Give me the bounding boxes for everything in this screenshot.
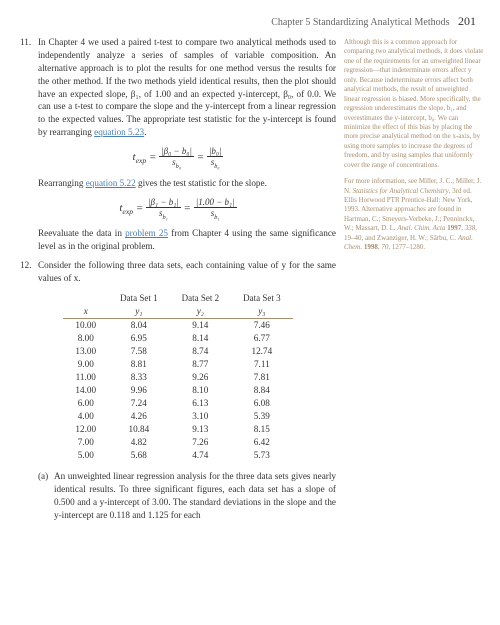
table-cell: 6.42 <box>231 436 293 449</box>
table-col-header: x <box>63 305 108 319</box>
formula-1: texp = |β₀ − b₀| sb₀ = |b₀| sb₀ <box>20 146 336 170</box>
problem-number: 12. <box>20 259 38 285</box>
table-cell: 8.84 <box>231 384 293 397</box>
table-row: 12.0010.849.138.15 <box>63 423 292 436</box>
table-body: 10.008.049.147.468.006.958.146.7713.007.… <box>63 318 292 462</box>
sub-label: (a) <box>38 470 54 522</box>
table-row: 10.008.049.147.46 <box>63 318 292 332</box>
table-cell: 9.14 <box>170 318 232 332</box>
formula-var: texp <box>133 151 147 163</box>
table-cell: 4.26 <box>108 410 170 423</box>
table-cell: 8.33 <box>108 371 170 384</box>
table-row: 8.006.958.146.77 <box>63 332 292 345</box>
table-row: 6.007.246.136.08 <box>63 397 292 410</box>
table-row: 13.007.588.7412.74 <box>63 345 292 358</box>
table-row: 14.009.968.108.84 <box>63 384 292 397</box>
problem-text-end: . <box>144 127 146 137</box>
table-row: 11.008.339.267.81 <box>63 371 292 384</box>
problem-body: Consider the following three data sets, … <box>38 259 336 285</box>
table-cell: 8.10 <box>170 384 232 397</box>
fraction: |β₀ − b₀| sb₀ <box>159 146 194 170</box>
table-cell: 7.58 <box>108 345 170 358</box>
table-cell: 9.96 <box>108 384 170 397</box>
table-col-header: y₃ <box>231 305 293 319</box>
table-cell: 5.39 <box>231 410 293 423</box>
sidebar-column: Although this is a common approach for c… <box>344 38 484 260</box>
table-set-header-row: Data Set 1Data Set 2Data Set 3 <box>63 292 292 305</box>
page-number: 201 <box>458 14 476 28</box>
table-row: 9.008.818.777.11 <box>63 358 292 371</box>
table-cell: 9.00 <box>63 358 108 371</box>
main-column: 11. In Chapter 4 we used a paired t-test… <box>20 36 336 521</box>
problem-text: In Chapter 4 we used a paired t-test to … <box>38 37 336 137</box>
table-cell: 6.13 <box>170 397 232 410</box>
table-cell: 6.95 <box>108 332 170 345</box>
table-cell: 11.00 <box>63 371 108 384</box>
chapter-title: Chapter 5 Standardizing Analytical Metho… <box>271 17 449 28</box>
table-cell: 8.15 <box>231 423 293 436</box>
table-cell: 5.73 <box>231 449 293 462</box>
page-header: Chapter 5 Standardizing Analytical Metho… <box>0 0 500 29</box>
problem-12: 12. Consider the following three data se… <box>20 259 336 285</box>
problem-body: In Chapter 4 we used a paired t-test to … <box>38 36 336 139</box>
table-cell: 7.11 <box>231 358 293 371</box>
table-cell: 13.00 <box>63 345 108 358</box>
data-table: Data Set 1Data Set 2Data Set 3 xy₁y₂y₃ 1… <box>63 292 292 462</box>
table-cell: 8.81 <box>108 358 170 371</box>
table-cell: 6.00 <box>63 397 108 410</box>
table-cell: 3.10 <box>170 410 232 423</box>
table-col-header: y₁ <box>108 305 170 319</box>
table-cell: 10.00 <box>63 318 108 332</box>
problem-11: 11. In Chapter 4 we used a paired t-test… <box>20 36 336 139</box>
table-cell: 7.81 <box>231 371 293 384</box>
table-cell: 7.46 <box>231 318 293 332</box>
fraction: |β₁ − b₁| sb₁ <box>146 197 181 221</box>
between-text-2: Reevaluate the data in problem 25 from C… <box>38 227 336 253</box>
table-cell: 5.00 <box>63 449 108 462</box>
table-cell: 10.84 <box>108 423 170 436</box>
table-cell: 12.74 <box>231 345 293 358</box>
sidebar-para-2: For more information, see Miller, J. C.;… <box>344 177 484 253</box>
table-row: 7.004.827.266.42 <box>63 436 292 449</box>
table-cell: 12.00 <box>63 423 108 436</box>
table-col-header-row: xy₁y₂y₃ <box>63 305 292 319</box>
problem-number: 11. <box>20 36 38 139</box>
table-set-header: Data Set 1 <box>108 292 170 305</box>
table-cell: 5.68 <box>108 449 170 462</box>
equation-link[interactable]: equation 5.23 <box>94 127 144 137</box>
table-row: 4.004.263.105.39 <box>63 410 292 423</box>
table-cell: 7.24 <box>108 397 170 410</box>
table-cell: 6.77 <box>231 332 293 345</box>
equation-link[interactable]: equation 5.22 <box>86 178 136 188</box>
table-col-header: y₂ <box>170 305 232 319</box>
table-cell: 8.00 <box>63 332 108 345</box>
table-cell: 6.08 <box>231 397 293 410</box>
table-cell: 4.82 <box>108 436 170 449</box>
table-cell: 7.00 <box>63 436 108 449</box>
between-text-1: Rearranging equation 5.22 gives the test… <box>38 177 336 190</box>
sub-item-a: (a) An unweighted linear regression anal… <box>38 470 336 522</box>
table-cell: 8.77 <box>170 358 232 371</box>
formula-2: texp = |β₁ − b₁| sb₁ = |1.00 − b₁| sb₁ <box>20 197 336 221</box>
table-cell: 8.14 <box>170 332 232 345</box>
table-cell: 9.26 <box>170 371 232 384</box>
table-set-header: Data Set 2 <box>170 292 232 305</box>
fraction: |1.00 − b₁| sb₁ <box>194 197 237 221</box>
table-cell: 8.74 <box>170 345 232 358</box>
sidebar-para-1: Although this is a common approach for c… <box>344 38 484 170</box>
table-cell: 7.26 <box>170 436 232 449</box>
table-cell: 4.74 <box>170 449 232 462</box>
formula-var: texp <box>119 202 133 214</box>
table-set-header: Data Set 3 <box>231 292 293 305</box>
sub-body: An unweighted linear regression analysis… <box>54 470 336 522</box>
table-row: 5.005.684.745.73 <box>63 449 292 462</box>
problem-link[interactable]: problem 25 <box>125 228 168 238</box>
table-cell: 9.13 <box>170 423 232 436</box>
table-set-header <box>63 292 108 305</box>
table-cell: 4.00 <box>63 410 108 423</box>
fraction: |b₀| sb₀ <box>207 146 224 170</box>
table-cell: 8.04 <box>108 318 170 332</box>
table-cell: 14.00 <box>63 384 108 397</box>
